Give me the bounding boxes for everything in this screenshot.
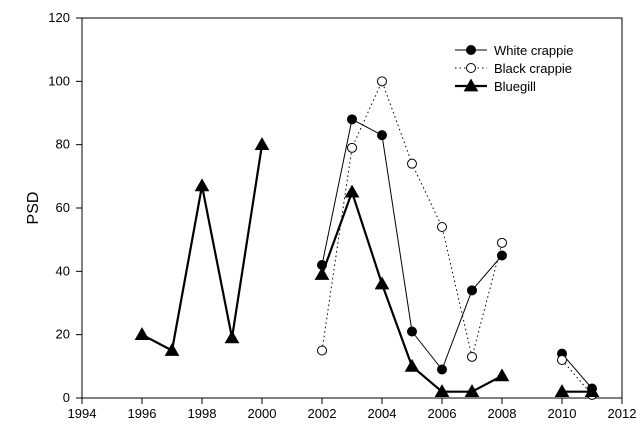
x-tick-label: 2008 [488, 406, 517, 421]
legend-label: White crappie [494, 43, 573, 58]
white-crappie-point [437, 364, 447, 375]
white-crappie-point [467, 285, 477, 296]
x-tick-label: 2002 [308, 406, 337, 421]
x-tick-label: 1994 [68, 406, 97, 421]
white-crappie-legend-marker [466, 45, 476, 55]
bluegill-point [164, 342, 180, 356]
white-crappie-point [407, 326, 417, 337]
bluegill-point [494, 368, 510, 382]
white-crappie-point [497, 250, 507, 261]
x-tick-label: 2012 [608, 406, 637, 421]
y-tick-label: 40 [56, 263, 70, 278]
bluegill-point [464, 384, 480, 398]
bluegill-point [254, 137, 270, 151]
bluegill-point [434, 384, 450, 398]
x-tick-label: 2006 [428, 406, 457, 421]
bluegill-point [374, 276, 390, 290]
black-crappie-point [377, 76, 387, 87]
x-tick-label: 2010 [548, 406, 577, 421]
bluegill-legend-marker [463, 78, 479, 92]
y-tick-label: 80 [56, 137, 70, 152]
white-crappie-point [377, 130, 387, 141]
black-crappie-point [497, 237, 507, 248]
x-tick-label: 2004 [368, 406, 397, 421]
y-tick-label: 100 [48, 73, 70, 88]
black-crappie-point [437, 222, 447, 232]
y-tick-label: 120 [48, 10, 70, 25]
bluegill-point [404, 358, 420, 372]
bluegill-point [314, 266, 330, 280]
series-lines [141, 80, 593, 396]
y-axis-title: PSD [25, 192, 42, 225]
y-tick-label: 20 [56, 327, 70, 342]
white-crappie-line [561, 353, 593, 389]
bluegill-point [554, 384, 570, 398]
x-tick-label: 2000 [248, 406, 277, 421]
x-axis: 1994 1996 1998 2000 2002 2004 2006 2008 2010 2012 [68, 398, 637, 421]
bluegill-point [194, 178, 210, 192]
black-crappie-point [317, 345, 327, 356]
x-tick-label: 1996 [128, 406, 157, 421]
y-tick-label: 60 [56, 200, 70, 215]
bluegill-point [584, 384, 600, 398]
black-crappie-line [561, 359, 593, 396]
black-crappie-point [347, 142, 357, 153]
legend-label: Bluegill [494, 79, 536, 94]
bluegill-point [224, 330, 240, 344]
black-crappie-point [467, 351, 477, 362]
x-tick-label: 1998 [188, 406, 217, 421]
black-crappie-point [407, 158, 417, 169]
legend: White crappie Black crappie Bluegill [455, 43, 573, 94]
black-crappie-point [557, 355, 567, 365]
bluegill-line [141, 144, 264, 352]
series-markers [134, 76, 600, 400]
bluegill-point [344, 184, 360, 198]
black-crappie-legend-marker [466, 63, 476, 73]
legend-label: Black crappie [494, 61, 572, 76]
y-tick-label: 0 [63, 390, 70, 405]
y-axis: 0 20 40 60 80 100 120 [48, 10, 82, 405]
white-crappie-point [347, 114, 357, 125]
bluegill-point [134, 327, 150, 341]
